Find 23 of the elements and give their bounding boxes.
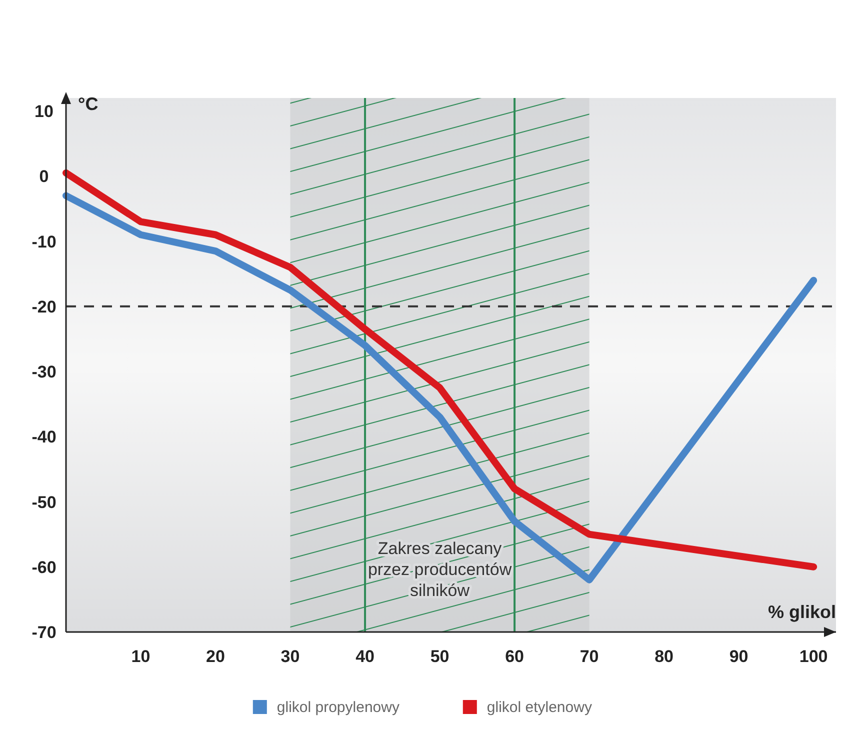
y-tick-label: 0	[39, 167, 49, 186]
x-tick-label: 20	[206, 647, 225, 666]
legend-label: glikol propylenowy	[276, 699, 400, 716]
x-tick-label: 100	[799, 647, 828, 666]
y-tick-label: -70	[32, 623, 56, 642]
y-tick-label: -10	[32, 232, 56, 252]
y-axis-title: °C	[78, 94, 98, 114]
x-tick-label: 10	[131, 647, 150, 666]
legend-label: glikol etylenowy	[486, 699, 592, 716]
x-tick-label: 40	[356, 647, 374, 666]
y-tick-label: -60	[32, 558, 56, 577]
x-axis-title: % glikol	[768, 602, 836, 622]
y-tick-label: -50	[32, 492, 56, 512]
y-tick-label: -30	[32, 362, 56, 382]
x-tick-label: 50	[430, 647, 450, 666]
x-tick-label: 70	[580, 647, 599, 666]
x-tick-label: 60	[505, 647, 524, 666]
y-tick-label: 10	[34, 102, 54, 122]
x-tick-label: 30	[280, 647, 300, 666]
x-tick-label: 90	[729, 647, 748, 666]
x-tick-label: 80	[654, 647, 674, 666]
y-tick-label: -20	[32, 297, 56, 316]
y-tick-label: -40	[32, 428, 56, 447]
